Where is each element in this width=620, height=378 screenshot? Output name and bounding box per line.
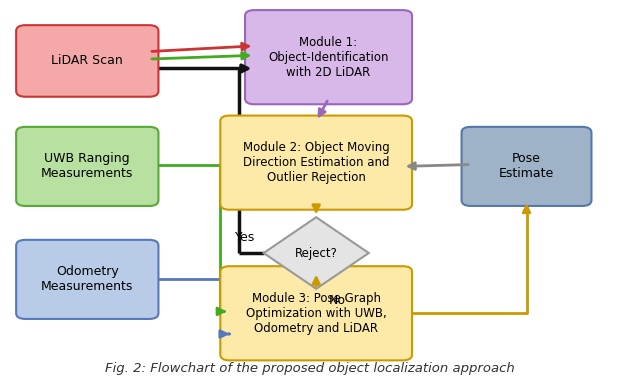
- Text: Pose
Estimate: Pose Estimate: [499, 152, 554, 180]
- Text: Odometry
Measurements: Odometry Measurements: [41, 265, 133, 293]
- Text: LiDAR Scan: LiDAR Scan: [51, 54, 123, 67]
- Text: Yes: Yes: [235, 231, 255, 243]
- Text: Module 3: Pose Graph
Optimization with UWB,
Odometry and LiDAR: Module 3: Pose Graph Optimization with U…: [246, 292, 386, 335]
- FancyBboxPatch shape: [16, 127, 159, 206]
- FancyBboxPatch shape: [220, 116, 412, 210]
- FancyBboxPatch shape: [16, 25, 159, 97]
- Text: UWB Ranging
Measurements: UWB Ranging Measurements: [41, 152, 133, 180]
- FancyBboxPatch shape: [461, 127, 591, 206]
- Polygon shape: [264, 217, 369, 289]
- Text: Module 2: Object Moving
Direction Estimation and
Outlier Rejection: Module 2: Object Moving Direction Estima…: [243, 141, 389, 184]
- Text: Reject?: Reject?: [294, 246, 338, 260]
- FancyBboxPatch shape: [220, 266, 412, 360]
- FancyBboxPatch shape: [245, 10, 412, 104]
- Text: No: No: [329, 294, 345, 307]
- Text: Module 1:
Object-Identification
with 2D LiDAR: Module 1: Object-Identification with 2D …: [268, 36, 389, 79]
- FancyBboxPatch shape: [16, 240, 159, 319]
- Text: Fig. 2: Flowchart of the proposed object localization approach: Fig. 2: Flowchart of the proposed object…: [105, 363, 515, 375]
